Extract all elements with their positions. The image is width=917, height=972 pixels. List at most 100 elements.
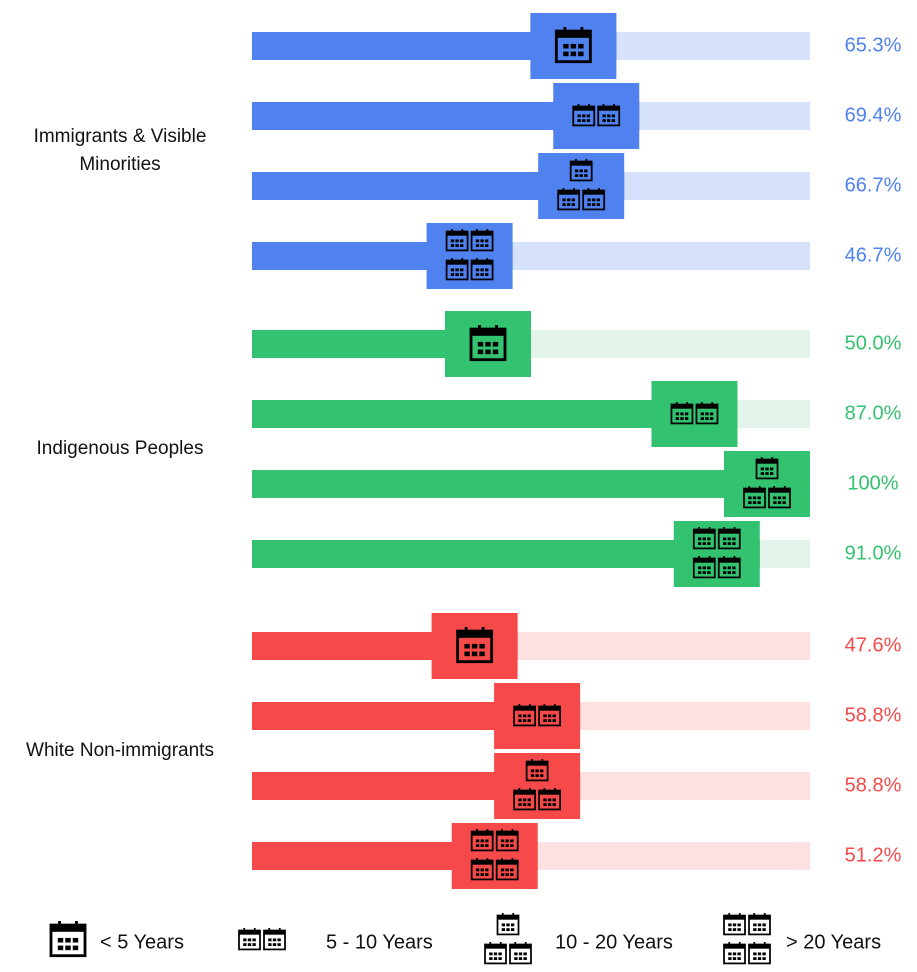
calendar-day bbox=[705, 412, 709, 416]
calendar-day bbox=[582, 119, 586, 123]
calendar-day bbox=[510, 923, 515, 927]
calendar-icon bbox=[743, 486, 766, 509]
calendar-day bbox=[757, 957, 762, 961]
calendar-header bbox=[718, 529, 740, 534]
calendar-day bbox=[450, 268, 455, 272]
calendar-day bbox=[757, 928, 762, 932]
calendar-day bbox=[464, 643, 470, 649]
calendar-pin bbox=[486, 258, 489, 264]
calendar-day bbox=[500, 839, 505, 843]
calendar-icon bbox=[717, 556, 741, 579]
calendar-day bbox=[602, 119, 606, 123]
calendar-icon bbox=[456, 627, 494, 664]
calendar-icon bbox=[692, 556, 716, 579]
calendar-day bbox=[475, 244, 480, 248]
calendar-day bbox=[505, 844, 509, 848]
calendar-pin bbox=[763, 913, 766, 919]
calendar-pin bbox=[708, 556, 711, 562]
calendar-pin bbox=[783, 486, 786, 492]
calendar-day bbox=[602, 114, 606, 118]
calendar-day bbox=[722, 542, 727, 546]
value-label: 58.8% bbox=[845, 704, 902, 726]
calendar-day bbox=[527, 719, 531, 723]
calendar-day bbox=[547, 798, 552, 802]
value-label: 66.7% bbox=[845, 174, 902, 196]
calendar-day bbox=[578, 51, 584, 57]
calendar-day bbox=[475, 839, 480, 843]
calendar-pin bbox=[75, 921, 78, 930]
calendar-day bbox=[501, 928, 506, 932]
legend-label: 10 - 20 Years bbox=[555, 931, 673, 953]
calendar-pin bbox=[524, 942, 527, 948]
calendar-day bbox=[479, 651, 485, 657]
calendar-day bbox=[587, 203, 591, 207]
calendar-day bbox=[753, 957, 757, 961]
value-label: 100% bbox=[847, 472, 898, 494]
calendar-header bbox=[539, 790, 561, 795]
calendar-day bbox=[493, 957, 498, 961]
calendar-icon bbox=[748, 942, 771, 965]
calendar-day bbox=[475, 268, 480, 272]
calendar-icon bbox=[445, 229, 469, 252]
calendar-day bbox=[684, 417, 689, 421]
calendar-pin bbox=[733, 556, 736, 562]
calendar-day bbox=[480, 839, 484, 843]
calendar-pin bbox=[476, 829, 478, 835]
calendar-header bbox=[457, 631, 492, 638]
calendar-day bbox=[510, 844, 514, 848]
calendar-day bbox=[607, 114, 611, 118]
calendar-header bbox=[769, 488, 790, 493]
calendar-icon bbox=[557, 188, 581, 211]
calendar-day bbox=[498, 952, 502, 956]
calendar-day bbox=[586, 114, 591, 118]
calendar-icon bbox=[513, 704, 536, 727]
calendar-pin bbox=[499, 942, 502, 948]
calendar-day bbox=[492, 349, 499, 355]
calendar-pin bbox=[562, 188, 565, 194]
calendar-pin bbox=[723, 527, 725, 533]
calendar-day bbox=[450, 273, 455, 277]
calendar-pin bbox=[585, 159, 588, 165]
calendar-day bbox=[728, 957, 732, 961]
value-label: 58.8% bbox=[845, 774, 902, 796]
calendar-icon bbox=[670, 402, 694, 425]
calendar-icon bbox=[238, 928, 261, 951]
calendar-day bbox=[570, 51, 577, 57]
calendar-icon bbox=[495, 829, 519, 852]
calendar-day bbox=[684, 412, 689, 416]
calendar-day bbox=[277, 943, 281, 947]
calendar-icon bbox=[495, 858, 519, 881]
value-label: 46.7% bbox=[845, 244, 902, 266]
calendar-pin bbox=[553, 788, 556, 794]
calendar-pin bbox=[461, 229, 464, 235]
calendar-day bbox=[707, 537, 711, 541]
calendar-pin bbox=[501, 829, 503, 835]
calendar-icon bbox=[692, 527, 716, 550]
calendar-pin bbox=[577, 104, 580, 110]
calendar-icon bbox=[597, 104, 621, 127]
calendar-day bbox=[479, 643, 485, 649]
calendar-day bbox=[518, 719, 522, 723]
icon-box bbox=[553, 83, 640, 149]
calendar-icon bbox=[509, 942, 532, 965]
value-label: 50.0% bbox=[845, 332, 902, 354]
calendar-day bbox=[737, 957, 741, 961]
value-label: 47.6% bbox=[845, 634, 902, 656]
calendar-header bbox=[51, 925, 85, 932]
calendar-day bbox=[762, 923, 766, 927]
calendar-day bbox=[596, 198, 600, 202]
calendar-header bbox=[570, 161, 592, 166]
calendar-day bbox=[480, 273, 484, 277]
calendar-pin bbox=[461, 258, 464, 264]
calendar-day bbox=[697, 566, 702, 570]
calendar-icon bbox=[263, 928, 286, 951]
calendar-day bbox=[760, 467, 765, 471]
calendar-day bbox=[527, 798, 531, 802]
calendar-icon bbox=[723, 942, 746, 965]
calendar-day bbox=[543, 798, 547, 802]
calendar-day bbox=[535, 769, 539, 773]
calendar-header bbox=[696, 404, 718, 409]
calendar-day bbox=[500, 868, 505, 872]
calendar-pin bbox=[486, 829, 489, 835]
calendar-pin bbox=[587, 188, 590, 194]
